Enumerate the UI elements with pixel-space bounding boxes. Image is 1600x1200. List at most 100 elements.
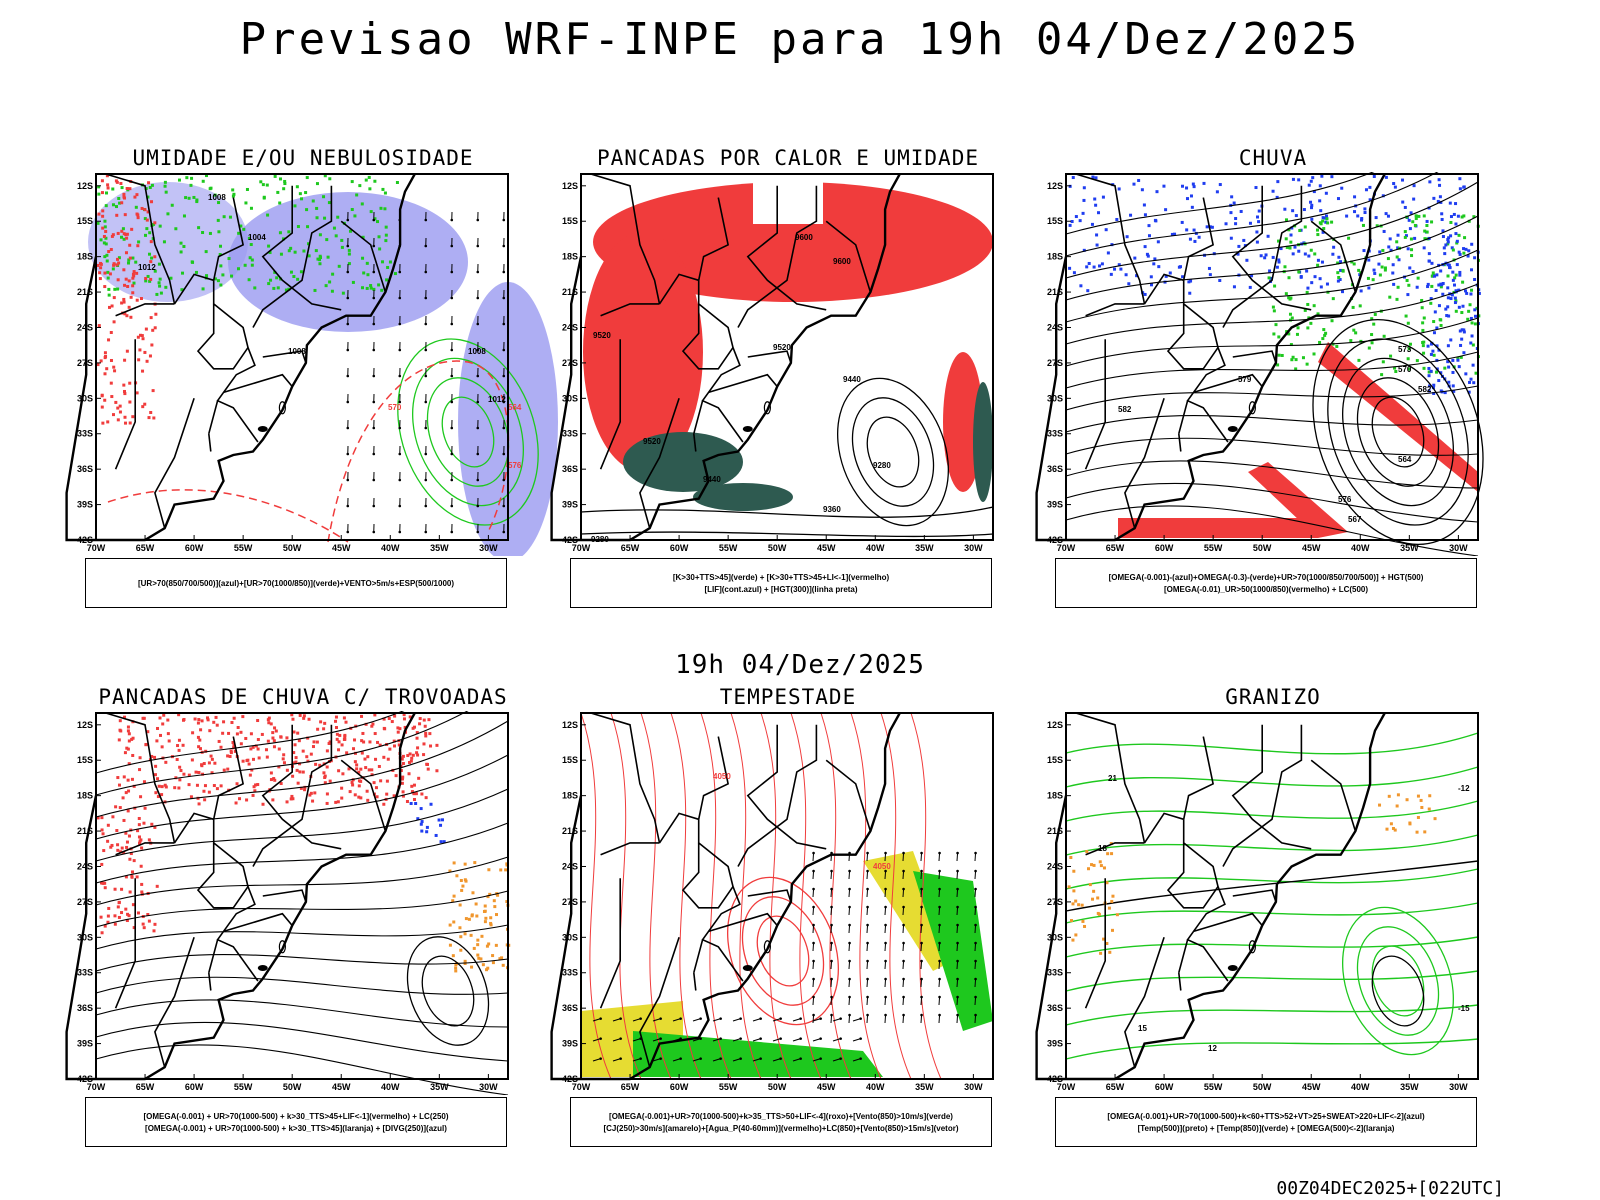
- precip-pixel: [1338, 278, 1342, 282]
- precip-pixel: [1311, 176, 1315, 180]
- precip-pixel: [334, 726, 338, 730]
- precip-pixel: [241, 759, 245, 763]
- contour-label: -12: [1458, 784, 1470, 793]
- precip-pixel: [1340, 186, 1344, 190]
- precip-pixel: [332, 226, 336, 230]
- vector-head: [830, 959, 833, 963]
- vector-head: [902, 887, 905, 891]
- wind-vector: [902, 870, 905, 880]
- precip-pixel: [483, 909, 487, 913]
- precip-pixel: [131, 291, 135, 295]
- wind-vector: [832, 1018, 841, 1022]
- precip-pixel: [1147, 224, 1151, 228]
- precip-pixel: [360, 751, 364, 755]
- country-border: [825, 220, 872, 293]
- precip-pixel: [193, 717, 197, 721]
- precip-pixel: [429, 744, 433, 748]
- precip-pixel: [1095, 243, 1099, 247]
- contour-label: 9520: [643, 437, 661, 446]
- precip-pixel: [1068, 184, 1072, 188]
- precip-pixel: [1367, 286, 1371, 290]
- precip-pixel: [198, 738, 202, 742]
- precip-pixel: [1396, 285, 1400, 289]
- wind-vector: [632, 1058, 641, 1062]
- precip-pixel: [107, 287, 111, 291]
- country-border: [639, 937, 680, 1068]
- precip-pixel: [142, 821, 146, 825]
- map-frame: [95, 712, 509, 1080]
- streamline: [1065, 460, 1479, 489]
- lat-label: 12S: [562, 181, 578, 191]
- precip-pixel: [1299, 275, 1303, 279]
- precip-pixel: [1435, 358, 1439, 362]
- precip-pixel: [127, 279, 131, 283]
- precip-pixel: [361, 731, 365, 735]
- precip-pixel: [1436, 199, 1440, 203]
- precip-pixel: [1320, 260, 1324, 264]
- precip-pixel: [1313, 252, 1317, 256]
- precip-pixel: [1313, 275, 1317, 279]
- precip-pixel: [1427, 252, 1431, 256]
- country-border: [1231, 185, 1312, 311]
- precip-pixel: [298, 762, 302, 766]
- precip-pixel: [325, 238, 329, 242]
- precip-pixel: [1319, 285, 1323, 289]
- lat-label: 30S: [77, 932, 93, 942]
- lc850-streamline: [610, 712, 642, 1080]
- precip-pixel: [1072, 869, 1076, 873]
- vector-head: [848, 1013, 851, 1017]
- precip-pixel: [1245, 258, 1249, 262]
- precip-pixel: [221, 731, 225, 735]
- contour-label: 15: [1138, 1024, 1147, 1033]
- precip-pixel: [408, 715, 412, 719]
- lc850-streamline: [820, 712, 852, 1080]
- precip-pixel: [377, 283, 381, 287]
- precip-pixel: [1291, 355, 1295, 359]
- precip-pixel: [1290, 358, 1294, 362]
- wind-vector: [752, 1038, 761, 1042]
- vector-head: [502, 504, 506, 508]
- precip-pixel: [1427, 374, 1431, 378]
- precip-pixel: [370, 773, 374, 777]
- precip-pixel: [1336, 279, 1340, 283]
- panel-title: TEMPESTADE: [719, 685, 857, 709]
- country-border: [105, 712, 176, 844]
- precip-pixel: [407, 772, 411, 776]
- precip-pixel: [128, 857, 132, 861]
- k-tts-area: [693, 483, 793, 511]
- precip-pixel: [1474, 371, 1478, 375]
- precip-pixel: [1457, 288, 1461, 292]
- vector-head: [346, 426, 350, 430]
- vector-head: [639, 1017, 642, 1020]
- precip-pixel: [1457, 250, 1461, 254]
- lat-label: 30S: [77, 393, 93, 403]
- lat-label: 21S: [77, 287, 93, 297]
- precip-pixel: [231, 740, 235, 744]
- precip-pixel: [1067, 885, 1071, 889]
- precip-pixel: [1267, 276, 1271, 280]
- precip-pixel: [439, 823, 443, 827]
- precip-pixel: [1437, 283, 1441, 287]
- precip-pixel: [1162, 184, 1166, 188]
- precip-pixel: [1093, 197, 1097, 201]
- wind-vector: [792, 1058, 801, 1062]
- precip-pixel: [1458, 177, 1462, 181]
- precip-pixel: [120, 235, 124, 239]
- precip-pixel: [111, 267, 115, 271]
- vector-head: [739, 1057, 742, 1060]
- wind-vector: [866, 942, 869, 952]
- precip-pixel: [1411, 270, 1415, 274]
- precip-pixel: [139, 838, 143, 842]
- precip-pixel: [1458, 252, 1462, 256]
- map-background: [1066, 713, 1478, 1079]
- precip-pixel: [373, 217, 377, 221]
- precip-pixel: [126, 285, 130, 289]
- precip-pixel: [230, 274, 234, 278]
- precip-pixel: [134, 260, 138, 264]
- panel-trovoadas: PANCADAS DE CHUVA C/ TROVOADAS 12S 15S 18S…: [48, 685, 558, 1155]
- precip-pixel: [1406, 357, 1410, 361]
- vector-head: [450, 530, 454, 534]
- precip-pixel: [504, 868, 508, 872]
- precip-pixel: [222, 768, 226, 772]
- precip-pixel: [418, 717, 422, 721]
